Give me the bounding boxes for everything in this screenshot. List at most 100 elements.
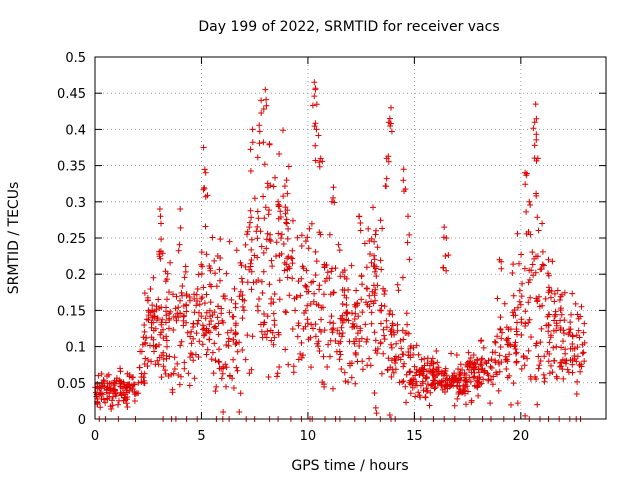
data-point — [239, 303, 246, 310]
spike-point — [531, 142, 538, 149]
data-point — [242, 263, 249, 270]
data-point — [487, 400, 494, 407]
data-point — [558, 363, 565, 370]
data-point — [280, 193, 287, 200]
data-point — [141, 328, 148, 335]
data-point — [261, 311, 267, 317]
spike-point — [383, 155, 390, 162]
data-point — [278, 231, 285, 238]
data-point — [339, 286, 346, 293]
data-point — [372, 337, 379, 344]
data-point — [171, 366, 178, 372]
data-point — [541, 353, 548, 360]
data-point — [141, 377, 148, 384]
data-point — [288, 254, 295, 261]
data-point — [311, 290, 318, 297]
spike-point — [204, 192, 211, 199]
data-point — [480, 344, 487, 351]
data-point — [581, 320, 588, 327]
data-point — [289, 275, 296, 282]
data-point — [126, 388, 133, 394]
spike-point — [266, 141, 273, 148]
data-point — [561, 317, 568, 324]
data-point — [576, 362, 583, 369]
data-point — [181, 312, 188, 319]
data-point — [151, 348, 157, 355]
data-point — [233, 340, 240, 346]
data-point — [370, 300, 377, 307]
data-point — [545, 358, 552, 365]
data-point — [478, 362, 485, 369]
data-point — [412, 372, 419, 379]
spike-point — [405, 213, 411, 220]
data-point — [334, 327, 341, 334]
data-point — [534, 214, 541, 221]
data-point — [557, 325, 564, 331]
spike-point — [156, 206, 163, 212]
data-point — [378, 320, 384, 327]
data-point — [258, 243, 265, 250]
data-point — [535, 227, 542, 234]
data-point — [387, 364, 394, 371]
data-point — [463, 401, 469, 408]
data-point — [285, 263, 292, 270]
spike-point — [545, 270, 551, 277]
data-point — [465, 349, 472, 356]
data-point — [533, 295, 540, 302]
data-point — [386, 412, 393, 418]
data-point — [212, 357, 219, 364]
data-point — [576, 334, 583, 341]
spike-point — [263, 102, 270, 109]
spike-point — [283, 219, 289, 226]
data-point — [537, 339, 544, 346]
data-point — [183, 308, 190, 315]
data-point — [502, 356, 509, 363]
data-point — [181, 365, 188, 372]
data-point — [511, 307, 518, 313]
data-point — [254, 303, 261, 310]
spike-point — [357, 227, 364, 234]
data-point — [551, 357, 557, 364]
data-point — [349, 310, 355, 317]
data-point — [474, 377, 481, 384]
spike-point — [256, 140, 263, 147]
spike-point — [526, 198, 533, 205]
data-point — [150, 274, 157, 281]
data-point — [209, 234, 216, 241]
data-point — [210, 370, 217, 377]
data-point — [318, 304, 325, 311]
data-point — [131, 398, 138, 404]
spike-point — [312, 120, 319, 127]
data-point — [352, 303, 359, 310]
data-point — [371, 290, 378, 297]
data-point — [239, 347, 246, 353]
spike-point — [441, 224, 448, 231]
data-point — [185, 370, 192, 377]
spike-point — [533, 131, 540, 138]
data-point — [419, 366, 426, 372]
data-point — [384, 367, 391, 374]
spike-point — [539, 261, 546, 268]
data-point — [580, 329, 587, 336]
data-point — [160, 335, 167, 342]
spike-point — [247, 146, 254, 153]
data-point — [153, 303, 160, 310]
spike-point — [319, 158, 326, 165]
data-point — [444, 375, 451, 382]
spike-point — [533, 136, 540, 143]
data-point — [412, 393, 419, 400]
data-point — [454, 382, 461, 389]
x-tick-label: 10 — [300, 429, 317, 444]
data-point — [428, 358, 435, 365]
data-point — [577, 368, 584, 375]
spike-point — [283, 177, 290, 184]
data-point — [226, 238, 233, 245]
spike-point — [158, 220, 164, 227]
data-point — [400, 351, 407, 358]
data-point — [239, 279, 246, 285]
spike-point — [406, 256, 413, 263]
data-point — [167, 308, 174, 315]
y-tick-label: 0.1 — [65, 341, 86, 356]
data-point — [497, 344, 504, 350]
